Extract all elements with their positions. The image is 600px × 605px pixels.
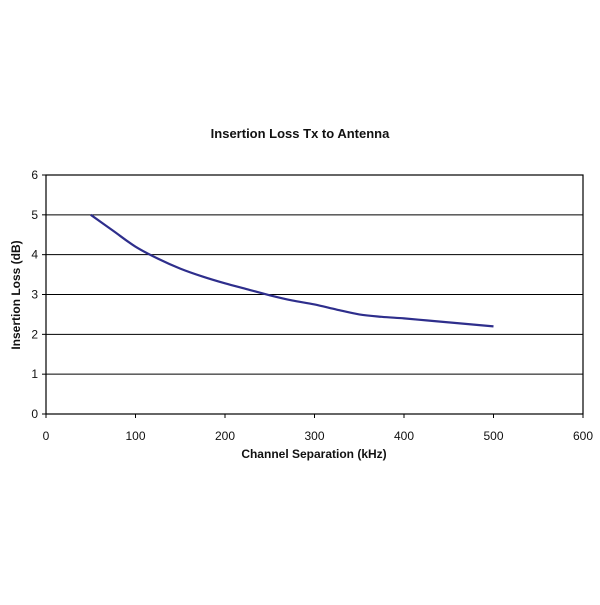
y-tick-label: 1 <box>31 367 38 381</box>
x-tick-labels: 0 100 200 300 400 500 600 <box>43 414 593 443</box>
x-tick-label: 500 <box>483 429 503 443</box>
series-line-0 <box>90 213 494 328</box>
y-tick-label: 0 <box>31 407 38 421</box>
y-tick-label: 5 <box>31 208 38 222</box>
y-tick-label: 6 <box>31 168 38 182</box>
x-tick-label: 600 <box>573 429 593 443</box>
y-tick-label: 3 <box>31 288 38 302</box>
y-tick-label: 4 <box>31 248 38 262</box>
x-tick-label: 300 <box>304 429 324 443</box>
series-layer <box>90 213 494 328</box>
y-tick-labels: 0 1 2 3 4 5 6 <box>31 168 46 421</box>
y-tick-label: 2 <box>31 327 38 341</box>
grid-layer <box>46 174 583 415</box>
x-tick-label: 200 <box>215 429 235 443</box>
chart-title: Insertion Loss Tx to Antenna <box>211 126 390 141</box>
x-tick-label: 0 <box>43 429 50 443</box>
x-tick-label: 100 <box>125 429 145 443</box>
y-axis-label: Insertion Loss (dB) <box>9 240 23 349</box>
x-tick-label: 400 <box>394 429 414 443</box>
x-axis-label: Channel Separation (kHz) <box>241 447 386 461</box>
